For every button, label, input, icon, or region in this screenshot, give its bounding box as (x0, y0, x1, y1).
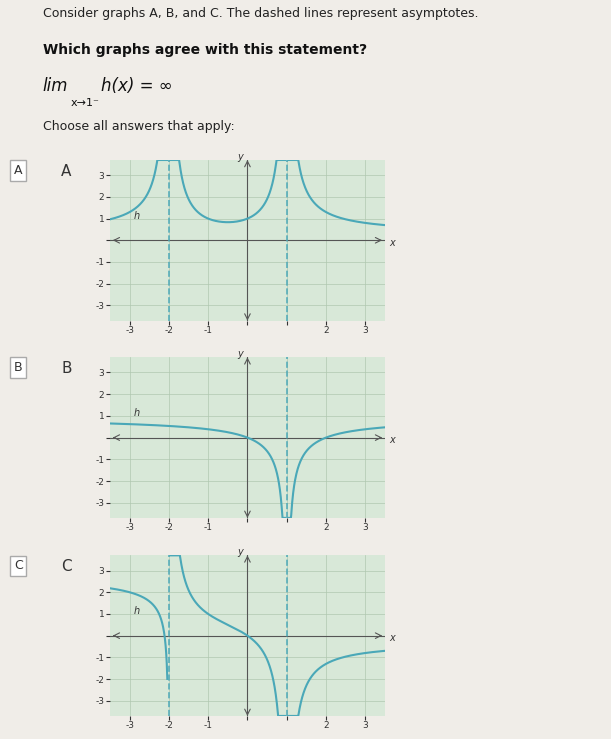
Text: Which graphs agree with this statement?: Which graphs agree with this statement? (43, 43, 367, 57)
Text: Consider graphs A, B, and C. The dashed lines represent asymptotes.: Consider graphs A, B, and C. The dashed … (43, 7, 478, 20)
Text: h(x) = ∞: h(x) = ∞ (101, 77, 172, 95)
Text: A: A (61, 164, 71, 179)
Text: B: B (14, 361, 23, 374)
Text: y: y (238, 152, 243, 162)
Text: x: x (389, 238, 395, 248)
Text: lim: lim (43, 77, 68, 95)
Text: h: h (134, 408, 140, 418)
Text: C: C (14, 559, 23, 572)
Text: x: x (389, 633, 395, 643)
Text: y: y (238, 548, 243, 557)
Text: Choose all answers that apply:: Choose all answers that apply: (43, 120, 235, 133)
Text: C: C (61, 559, 71, 574)
Text: h: h (134, 211, 140, 220)
Text: h: h (134, 606, 140, 616)
Text: y: y (238, 350, 243, 359)
Text: x→1⁻: x→1⁻ (70, 98, 99, 109)
Text: A: A (14, 164, 23, 177)
Text: x: x (389, 435, 395, 445)
Text: B: B (61, 361, 71, 376)
